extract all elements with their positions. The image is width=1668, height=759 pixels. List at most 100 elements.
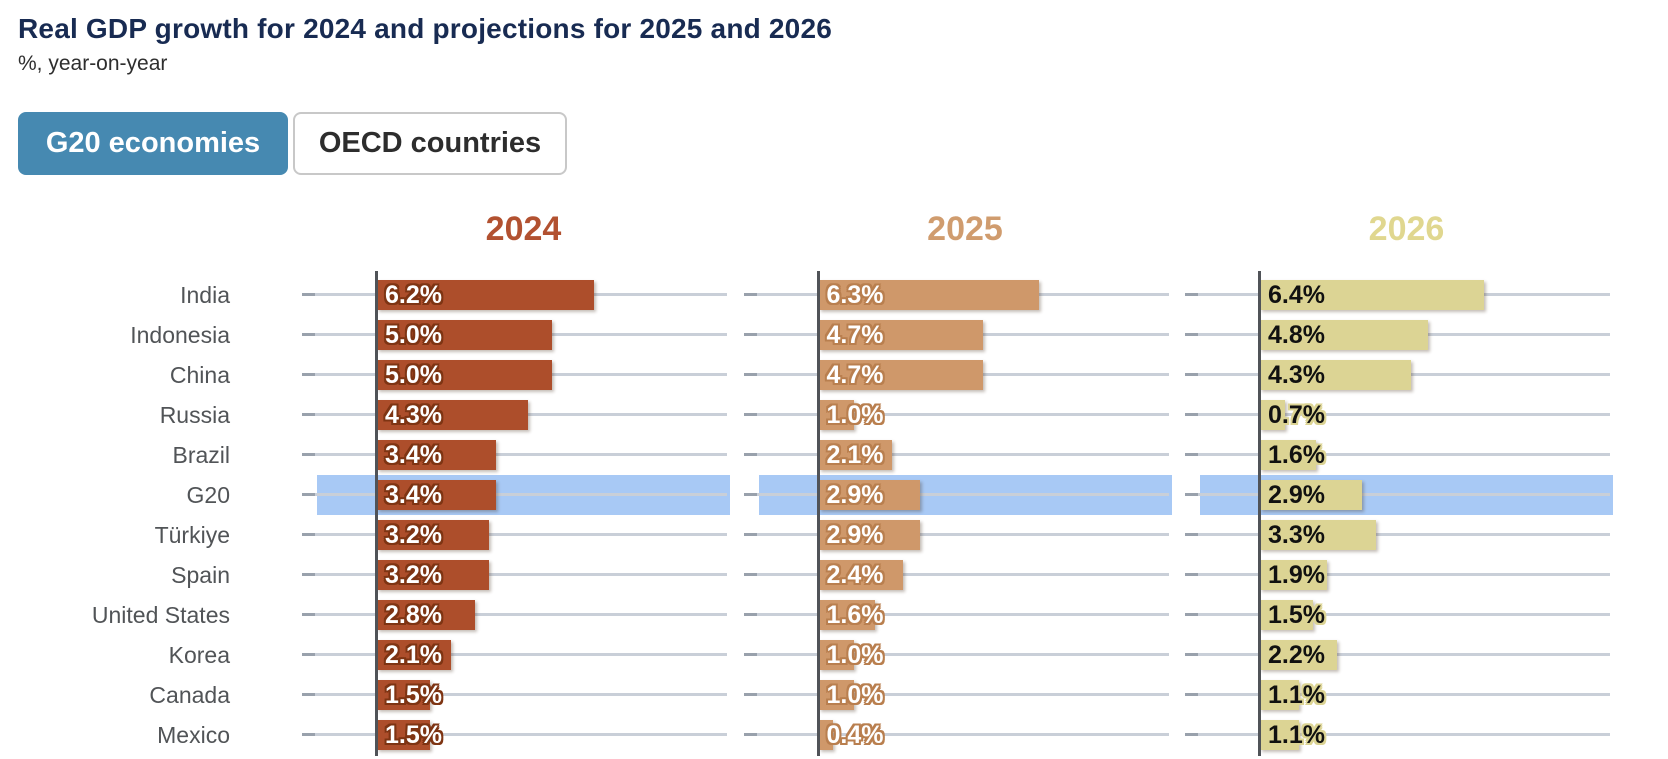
chart-row-turkiye: 3.3% — [1185, 515, 1613, 555]
bar-value-label: 0.4% — [826, 720, 884, 749]
bar-india-2026[interactable] — [1260, 279, 1484, 310]
bar-united-states-2026[interactable] — [1260, 599, 1313, 630]
bar-turkiye-2024[interactable] — [377, 519, 489, 550]
gridline — [743, 453, 1169, 456]
axis-tick — [302, 333, 315, 336]
bar-value-label: 2.4% — [826, 560, 884, 589]
chart-row-g20: 2.9% — [1185, 475, 1613, 515]
axis-tick — [743, 413, 757, 416]
row-label-spain: Spain — [171, 561, 230, 588]
bar-mexico-2024[interactable] — [377, 719, 430, 750]
chart-row-indonesia: 5.0% — [302, 315, 730, 355]
bar-china-2026[interactable] — [1260, 359, 1411, 390]
bar-value-label: 1.0% — [826, 400, 884, 429]
bar-indonesia-2025[interactable] — [818, 319, 983, 350]
bar-value-label: 4.7% — [826, 360, 884, 389]
chart-row-g20: 3.4% — [302, 475, 730, 515]
bar-spain-2026[interactable] — [1260, 559, 1327, 590]
bar-korea-2024[interactable] — [377, 639, 451, 670]
axis-tick — [302, 613, 315, 616]
chart-row-spain: 1.9% — [1185, 555, 1613, 595]
bar-value-label: 3.4% — [385, 440, 442, 469]
chart-row-india: 6.4% — [1185, 275, 1613, 315]
bar-united-states-2025[interactable] — [818, 599, 875, 630]
bar-value-label: 4.8% — [1268, 320, 1325, 349]
bar-turkiye-2025[interactable] — [818, 519, 920, 550]
bar-value-label: 2.8% — [385, 600, 442, 629]
gridline — [743, 693, 1169, 696]
chart-row-turkiye: 3.2% — [302, 515, 730, 555]
bar-g20-2025[interactable] — [818, 479, 920, 510]
gridline — [1185, 693, 1610, 696]
gridline — [1185, 653, 1610, 656]
bar-value-label: 3.3% — [1268, 520, 1325, 549]
bar-spain-2025[interactable] — [818, 559, 903, 590]
axis-tick — [302, 573, 315, 576]
axis-tick — [743, 373, 757, 376]
bar-brazil-2025[interactable] — [818, 439, 892, 470]
bar-value-label: 4.3% — [1268, 360, 1325, 389]
chart-row-korea: 2.2% — [1185, 635, 1613, 675]
chart-row-indonesia: 4.8% — [1185, 315, 1613, 355]
row-label-india: India — [180, 281, 230, 308]
axis-tick — [743, 653, 757, 656]
toggle-oecd-countries[interactable]: OECD countries — [293, 112, 567, 175]
bar-russia-2024[interactable] — [377, 399, 528, 430]
bar-russia-2026[interactable] — [1260, 399, 1285, 430]
gridline — [743, 493, 1169, 496]
bar-india-2025[interactable] — [818, 279, 1039, 310]
bar-china-2024[interactable] — [377, 359, 552, 390]
bar-canada-2026[interactable] — [1260, 679, 1299, 710]
bar-china-2025[interactable] — [818, 359, 983, 390]
bar-g20-2026[interactable] — [1260, 479, 1362, 510]
bar-turkiye-2026[interactable] — [1260, 519, 1376, 550]
bar-korea-2025[interactable] — [818, 639, 854, 670]
chart-row-brazil: 3.4% — [302, 435, 730, 475]
bar-canada-2024[interactable] — [377, 679, 430, 710]
bar-mexico-2026[interactable] — [1260, 719, 1299, 750]
bar-canada-2025[interactable] — [818, 679, 854, 710]
page-title: Real GDP growth for 2024 and projections… — [18, 13, 833, 44]
row-label-mexico: Mexico — [157, 721, 230, 748]
axis-tick — [743, 293, 757, 296]
axis-tick — [743, 573, 757, 576]
chart-row-canada: 1.5% — [302, 675, 730, 715]
baseline-axis — [375, 271, 378, 756]
bar-g20-2024[interactable] — [377, 479, 496, 510]
bar-korea-2026[interactable] — [1260, 639, 1337, 670]
gridline — [743, 733, 1169, 736]
axis-tick — [743, 453, 757, 456]
bar-indonesia-2026[interactable] — [1260, 319, 1428, 350]
panel-2025: 2025 6.3% 4.7% 4.7% 1.0% 2.1% 2.9% 2.9% 2.4% 1.6%… — [743, 200, 1172, 759]
bar-mexico-2025[interactable] — [818, 719, 833, 750]
bar-value-label: 1.1% — [1268, 680, 1325, 709]
row-label-turkiye: Türkiye — [154, 521, 230, 548]
bar-brazil-2026[interactable] — [1260, 439, 1316, 470]
toggle-g20-economies[interactable]: G20 economies — [18, 112, 288, 175]
chart-row-spain: 3.2% — [302, 555, 730, 595]
bar-spain-2024[interactable] — [377, 559, 489, 590]
chart-row-canada: 1.1% — [1185, 675, 1613, 715]
chart-row-spain: 2.4% — [743, 555, 1172, 595]
gridline — [743, 613, 1169, 616]
row-label-united-states: United States — [91, 601, 230, 628]
panel-rows: 6.3% 4.7% 4.7% 1.0% 2.1% 2.9% 2.9% 2.4% 1.6% 1.0%… — [743, 275, 1172, 755]
gridline — [302, 533, 727, 536]
bar-value-label: 5.0% — [385, 320, 442, 349]
bar-russia-2025[interactable] — [818, 399, 854, 430]
axis-tick — [302, 653, 315, 656]
row-label-canada: Canada — [149, 681, 230, 708]
bar-indonesia-2024[interactable] — [377, 319, 552, 350]
bar-united-states-2024[interactable] — [377, 599, 475, 630]
bar-value-label: 1.6% — [826, 600, 884, 629]
bar-brazil-2024[interactable] — [377, 439, 496, 470]
row-label-brazil: Brazil — [172, 441, 230, 468]
chart-subtitle: %, year-on-year — [18, 52, 168, 75]
chart-row-united-states: 2.8% — [302, 595, 730, 635]
category-labels: India Indonesia China Russia Brazil G20 Türkiy… — [0, 275, 230, 755]
gridline — [302, 613, 727, 616]
bar-india-2024[interactable] — [377, 279, 594, 310]
bar-value-label: 1.9% — [1268, 560, 1325, 589]
axis-tick — [302, 453, 315, 456]
bar-value-label: 1.0% — [826, 680, 884, 709]
